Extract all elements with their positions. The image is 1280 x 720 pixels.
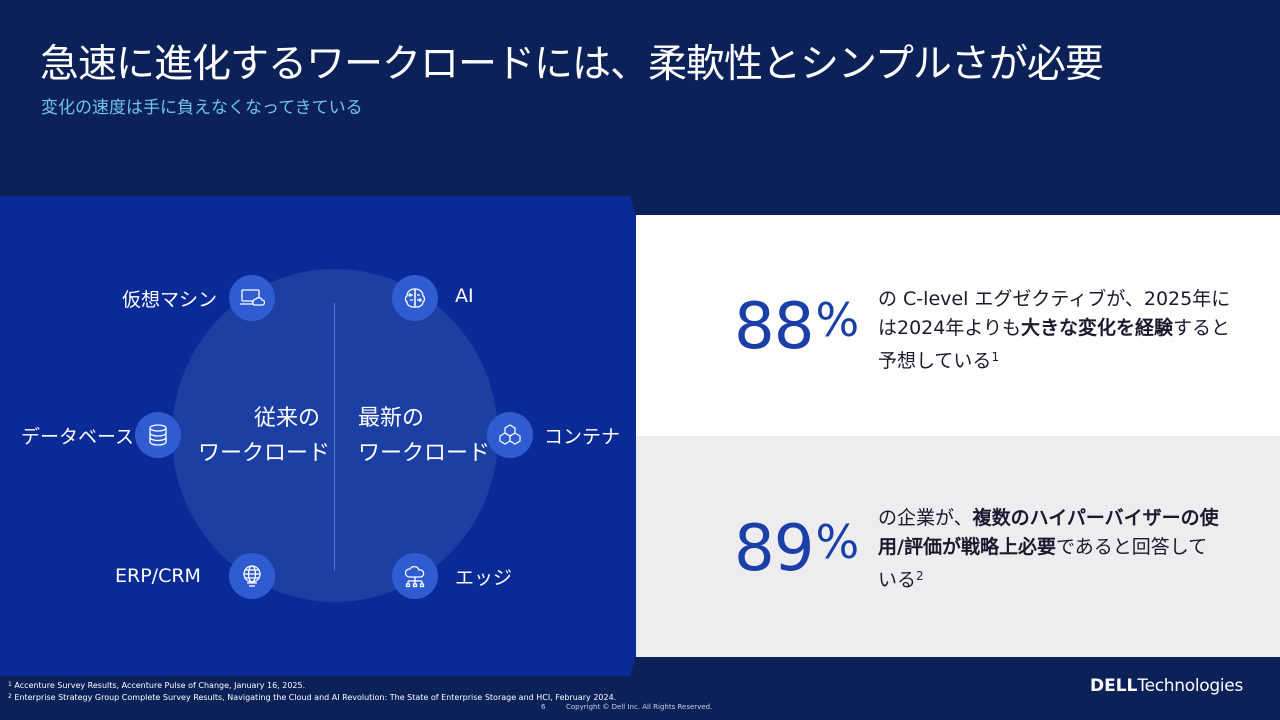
laptop-cloud-icon — [229, 275, 275, 321]
stat-2-text-a: の企業が、 — [878, 507, 973, 529]
node-label-edge: エッジ — [455, 567, 513, 589]
node-label-database: データベース — [21, 426, 135, 448]
stat-2-unit: % — [815, 515, 859, 569]
stat-1-number: 88 — [734, 290, 814, 364]
database-icon — [135, 412, 181, 458]
stat-2-number: 89 — [734, 512, 814, 586]
globe-monitor-icon — [229, 553, 275, 599]
traditional-line1: 従来の — [253, 406, 320, 431]
logo-dell: DELL — [1090, 676, 1138, 696]
stat-1-unit: % — [815, 293, 859, 347]
stat-1-text-bold: 大きな変化を経験 — [1020, 317, 1173, 339]
cloud-network-icon — [392, 553, 438, 599]
workload-circle — [172, 269, 498, 602]
stat-card-2 — [636, 436, 1280, 657]
stat-1-footnote-ref: 1 — [991, 350, 1000, 364]
footnotes: 1 Accenture Survey Results, Accenture Pu… — [8, 679, 616, 703]
stat-2-text-bold: 複数のハイパーバイザーの使用/評価が戦略上必要 — [878, 507, 1219, 558]
modern-line2: ワークロード — [358, 441, 491, 466]
node-label-ai: AI — [455, 285, 474, 307]
logo-technologies: Technologies — [1137, 676, 1243, 696]
page-number: 6 — [541, 703, 546, 711]
stat-1-text-c: すると予想している — [878, 317, 1231, 372]
dell-technologies-logo: DELLTechnologies — [1090, 676, 1243, 696]
brain-circuit-icon — [392, 275, 438, 321]
footnote-2: 2 Enterprise Strategy Group Complete Sur… — [8, 691, 616, 703]
stat-text-2: の企業が、複数のハイパーバイザーの使用/評価が戦略上必要であると回答している2 — [878, 504, 1223, 595]
node-label-vm: 仮想マシン — [122, 289, 218, 311]
workload-divider — [334, 303, 335, 571]
node-label-erp: ERP/CRM — [115, 565, 201, 587]
node-label-container: コンテナ — [544, 426, 621, 448]
footnote-2-text: Enterprise Strategy Group Complete Surve… — [14, 693, 617, 702]
page-subtitle: 変化の速度は手に負えなくなってきている — [41, 98, 363, 118]
traditional-line2: ワークロード — [198, 441, 331, 466]
footnote-1: 1 Accenture Survey Results, Accenture Pu… — [8, 679, 616, 691]
copyright: Copyright © Dell Inc. All Rights Reserve… — [566, 703, 713, 711]
stat-value-1: 88% — [734, 290, 859, 364]
stat-text-1: の C-level エグゼクティブが、2025年には2024年よりも大きな変化を… — [878, 285, 1248, 376]
stat-value-2: 89% — [734, 512, 859, 586]
stat-1-text-a: の C-level エグゼクティブが、2025年には2024年よりも — [878, 288, 1231, 339]
footnote-1-num: 1 — [8, 681, 12, 688]
footnote-2-num: 2 — [8, 693, 12, 700]
stat-2-footnote-ref: 2 — [916, 569, 924, 583]
footnote-1-text: Accenture Survey Results, Accenture Puls… — [14, 681, 306, 690]
stat-2-text-c: であると回答している — [878, 536, 1208, 591]
stat-card-1 — [636, 215, 1280, 436]
traditional-workload-label: 従来の ワークロード — [198, 401, 331, 471]
page-title: 急速に進化するワークロードには、柔軟性とシンプルさが必要 — [40, 42, 1104, 87]
cubes-icon — [487, 412, 533, 458]
modern-workload-label: 最新の ワークロード — [358, 401, 490, 471]
modern-line1: 最新の — [358, 406, 425, 431]
